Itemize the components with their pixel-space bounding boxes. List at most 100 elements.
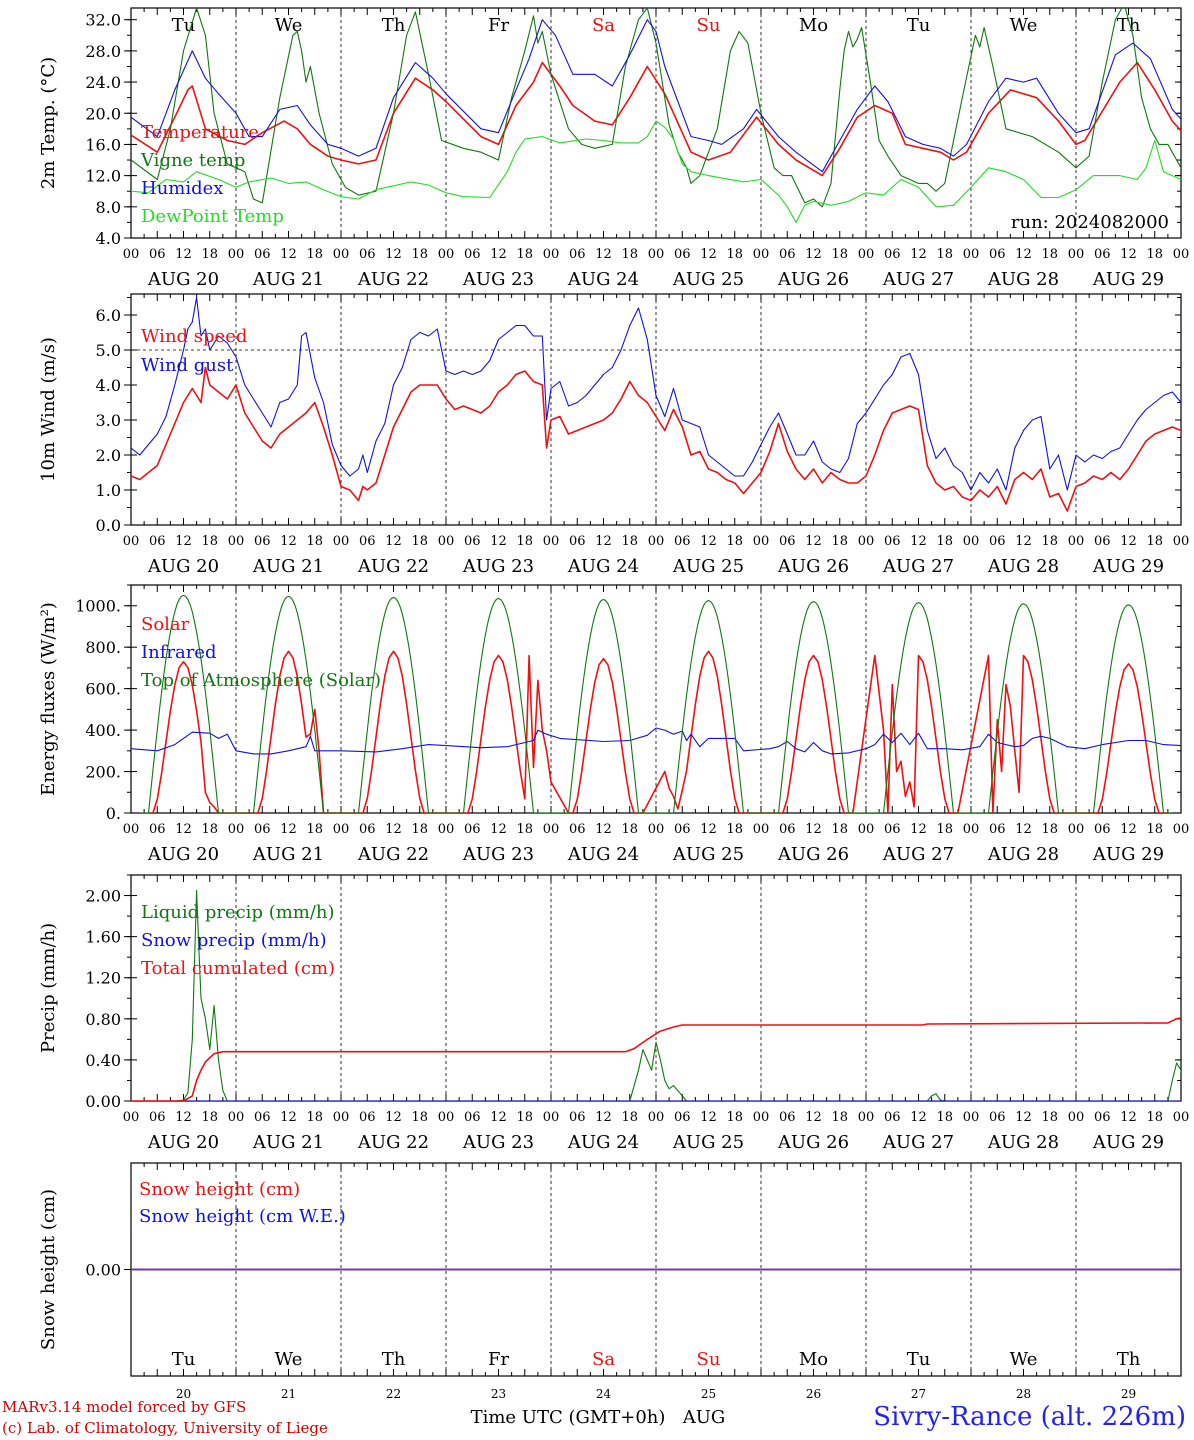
y-tick-label: 0.0 xyxy=(96,516,121,535)
hour-tick-label: 12 xyxy=(175,822,192,837)
model-credit: MARv3.14 model forced by GFS xyxy=(2,1398,247,1416)
panel-4: 0.00 0.40 0.80 1.20 1.60 2.00 Precip (mm/h) 00 0… xyxy=(38,874,1190,1153)
hour-tick-label: 06 xyxy=(569,1110,586,1125)
hour-tick-label: 06 xyxy=(254,534,271,549)
hour-tick-label: 12 xyxy=(1120,1110,1137,1125)
date-label: AUG 24 xyxy=(567,269,639,290)
date-label: AUG 24 xyxy=(567,844,639,865)
plot-area xyxy=(131,8,1181,223)
day-name: Th xyxy=(382,15,406,36)
hour-tick-label: 18 xyxy=(411,1110,428,1125)
date-label: AUG 22 xyxy=(357,1132,429,1153)
hour-tick-label: 18 xyxy=(411,247,428,262)
hour-tick-label: 18 xyxy=(1041,822,1058,837)
hour-tick-label: 12 xyxy=(175,1110,192,1125)
y-tick-label: 3.0 xyxy=(96,411,121,430)
hour-tick-label: 06 xyxy=(989,247,1006,262)
hour-tick-label: 06 xyxy=(674,1110,691,1125)
plot-area xyxy=(131,594,1181,813)
hour-tick-label: 06 xyxy=(254,247,271,262)
y-tick-label: 0.00 xyxy=(85,1092,121,1111)
day-number: 23 xyxy=(491,1387,506,1401)
date-label: AUG 23 xyxy=(462,1132,534,1153)
hour-tick-label: 00 xyxy=(1068,247,1085,262)
hour-tick-label: 06 xyxy=(359,247,376,262)
panel-2: 0.0 1.0 2.0 3.0 4.0 5.0 6.0 10m Wind (m/s) 00 06 1… xyxy=(38,293,1189,577)
day-name: Tu xyxy=(172,1349,196,1370)
date-label: AUG 20 xyxy=(147,269,219,290)
hour-tick-label: 06 xyxy=(779,1110,796,1125)
hour-tick-label: 18 xyxy=(201,822,218,837)
day-name: Tu xyxy=(907,15,931,36)
hour-tick-label: 00 xyxy=(1173,247,1190,262)
hour-tick-label: 06 xyxy=(779,822,796,837)
hour-tick-label: 06 xyxy=(779,247,796,262)
hour-tick-label: 00 xyxy=(438,247,455,262)
hour-tick-label: 12 xyxy=(385,247,402,262)
hour-tick-label: 00 xyxy=(1068,1110,1085,1125)
series-line-temperature xyxy=(131,61,1181,177)
date-label: AUG 21 xyxy=(252,269,324,290)
legend-entry: Vigne temp xyxy=(140,150,245,171)
series-line-humidex xyxy=(131,19,1181,173)
y-tick-label: 0.40 xyxy=(85,1051,121,1070)
hour-tick-label: 12 xyxy=(805,1110,822,1125)
hour-tick-label: 06 xyxy=(464,822,481,837)
hour-tick-label: 06 xyxy=(1094,534,1111,549)
day-number: 26 xyxy=(806,1387,821,1401)
hour-tick-label: 12 xyxy=(595,247,612,262)
y-axis-label: 2m Temp. (°C) xyxy=(38,57,59,189)
date-label: AUG 23 xyxy=(462,844,534,865)
hour-tick-label: 18 xyxy=(1041,534,1058,549)
hour-tick-label: 12 xyxy=(385,822,402,837)
hour-tick-label: 06 xyxy=(254,822,271,837)
hour-tick-label: 00 xyxy=(438,822,455,837)
hour-tick-label: 06 xyxy=(884,534,901,549)
day-name: We xyxy=(1010,15,1038,36)
hour-tick-label: 18 xyxy=(726,1110,743,1125)
hour-tick-label: 12 xyxy=(280,247,297,262)
run-annotation: run: 2024082000 xyxy=(1011,212,1169,233)
date-label: AUG 28 xyxy=(987,1132,1059,1153)
hour-tick-label: 00 xyxy=(1173,1110,1190,1125)
hour-tick-label: 18 xyxy=(936,247,953,262)
hour-tick-label: 18 xyxy=(936,1110,953,1125)
hour-tick-label: 12 xyxy=(280,1110,297,1125)
hour-tick-label: 18 xyxy=(516,1110,533,1125)
y-tick-label: 200. xyxy=(85,763,121,782)
day-name: Sa xyxy=(592,15,615,36)
day-name: Fr xyxy=(488,1349,509,1370)
hour-tick-label: 12 xyxy=(700,1110,717,1125)
date-label: AUG 25 xyxy=(672,1132,744,1153)
hour-tick-label: 12 xyxy=(1015,1110,1032,1125)
hour-tick-label: 06 xyxy=(674,822,691,837)
hour-tick-label: 00 xyxy=(228,822,245,837)
y-tick-label: 2.0 xyxy=(96,446,121,465)
hour-tick-label: 12 xyxy=(490,1110,507,1125)
hour-tick-label: 12 xyxy=(805,534,822,549)
hour-tick-label: 18 xyxy=(936,822,953,837)
legend-entry: Solar xyxy=(141,614,190,635)
hour-tick-label: 00 xyxy=(228,534,245,549)
hour-tick-label: 06 xyxy=(569,822,586,837)
date-label: AUG 29 xyxy=(1092,1132,1164,1153)
date-label: AUG 24 xyxy=(567,556,639,577)
series-line-vigne-temp xyxy=(131,8,1181,208)
hour-tick-label: 00 xyxy=(648,822,665,837)
date-label: AUG 22 xyxy=(357,844,429,865)
day-name: Fr xyxy=(488,15,509,36)
hour-tick-label: 18 xyxy=(726,247,743,262)
date-label: AUG 25 xyxy=(672,269,744,290)
hour-tick-label: 00 xyxy=(333,534,350,549)
day-number: 27 xyxy=(911,1387,926,1401)
y-tick-label: 12.0 xyxy=(85,167,121,186)
hour-tick-label: 18 xyxy=(306,822,323,837)
series-line-solar xyxy=(148,650,1168,813)
hour-tick-label: 18 xyxy=(831,1110,848,1125)
day-name: Th xyxy=(1117,15,1141,36)
hour-tick-label: 00 xyxy=(228,1110,245,1125)
date-label: AUG 26 xyxy=(777,1132,849,1153)
legend-entry: Snow precip (mm/h) xyxy=(141,930,327,951)
series-line-top-of-atmosphere-solar- xyxy=(139,594,1173,813)
date-label: AUG 25 xyxy=(672,556,744,577)
